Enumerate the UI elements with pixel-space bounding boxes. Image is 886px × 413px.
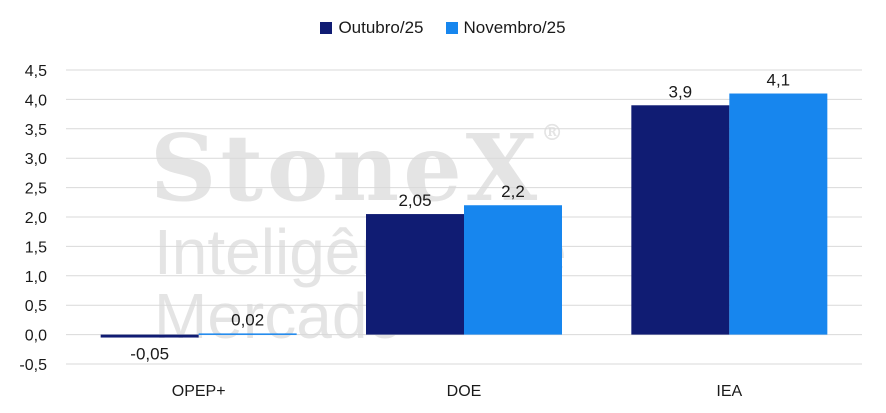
data-label: 2,05 <box>398 191 431 210</box>
bar <box>631 105 730 335</box>
x-tick-label: OPEP+ <box>172 383 226 400</box>
legend-swatch-novembro <box>445 22 458 34</box>
bar <box>729 93 828 335</box>
x-axis: OPEP+ DOE IEA <box>172 383 743 400</box>
data-label: -0,05 <box>130 345 169 364</box>
y-tick-label: -0,5 <box>19 357 47 374</box>
legend-item-novembro: Novembro/25 <box>445 18 566 38</box>
data-label: 2,2 <box>501 182 525 201</box>
data-label: 0,02 <box>231 310 264 329</box>
y-tick-label: 3,5 <box>25 122 47 139</box>
y-axis: -0,5 0,0 0,5 1,0 1,5 2,0 2,5 3,0 3,5 4,0 4,5 <box>19 63 47 374</box>
y-tick-label: 2,0 <box>25 210 47 227</box>
bar <box>464 205 562 335</box>
legend-label-novembro: Novembro/25 <box>463 18 566 37</box>
legend-label-outubro: Outubro/25 <box>338 18 424 37</box>
x-tick-label: DOE <box>447 383 482 400</box>
data-label: 4,1 <box>767 71 791 90</box>
data-label: 3,9 <box>669 82 693 101</box>
y-tick-label: 4,5 <box>25 63 47 80</box>
data-labels: -0,05 0,02 2,05 2,2 3,9 4,1 <box>130 71 790 364</box>
y-tick-label: 1,5 <box>25 239 47 256</box>
y-tick-label: 0,5 <box>25 298 47 315</box>
bar <box>100 334 199 338</box>
legend-item-outubro: Outubro/25 <box>320 18 424 38</box>
y-tick-label: 3,0 <box>25 151 47 168</box>
y-tick-label: 1,0 <box>25 269 47 286</box>
bar <box>198 333 297 335</box>
y-tick-label: 2,5 <box>25 181 47 198</box>
x-tick-label: IEA <box>716 383 742 400</box>
bars <box>100 93 828 338</box>
chart-legend: Outubro/25 Novembro/25 <box>0 18 886 38</box>
y-tick-label: 4,0 <box>25 92 47 109</box>
y-tick-label: 0,0 <box>25 328 47 345</box>
legend-swatch-outubro <box>320 22 333 34</box>
bar <box>366 214 464 335</box>
